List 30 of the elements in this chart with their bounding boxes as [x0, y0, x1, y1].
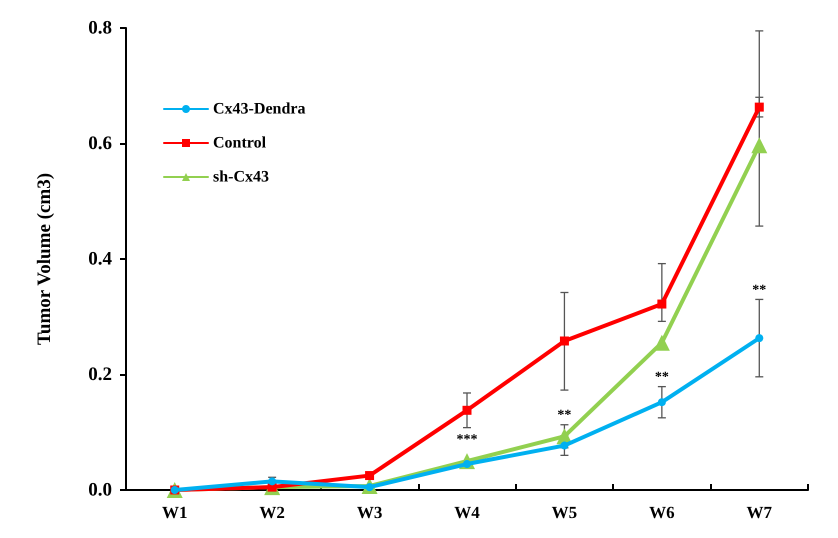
point — [751, 137, 768, 154]
x-tick-label: W3 — [356, 503, 382, 522]
y-tick-label: 0.8 — [88, 18, 112, 38]
legend-label: Cx43-Dendra — [213, 100, 306, 118]
annotation: *** — [456, 432, 478, 448]
point — [462, 406, 472, 415]
x-tick-label: W6 — [649, 503, 675, 522]
x-tick-label: W4 — [454, 503, 480, 522]
legend-label: Control — [213, 134, 267, 152]
point — [560, 336, 569, 346]
point — [658, 398, 666, 406]
x-tick-label: W2 — [259, 503, 285, 522]
point — [268, 477, 276, 486]
x-tick-label: W7 — [746, 503, 773, 522]
point — [754, 102, 764, 112]
y-tick-label: 0.4 — [88, 248, 112, 270]
point — [657, 300, 666, 309]
annotation: ** — [557, 408, 572, 424]
point — [365, 471, 374, 480]
point — [755, 334, 764, 342]
annotation: ** — [752, 282, 766, 298]
annotation: ** — [654, 370, 669, 386]
x-tick-label: W1 — [162, 503, 188, 522]
y-tick-label: 0.2 — [88, 364, 112, 385]
point — [560, 442, 568, 450]
y-axis-title: Tumor Volume (cm3) — [34, 172, 55, 346]
x-tick-label: W5 — [552, 503, 578, 522]
y-tick-label: 0.0 — [88, 480, 112, 500]
y-tick-label: 0.6 — [88, 133, 112, 154]
legend-label: sh-Cx43 — [213, 168, 270, 186]
